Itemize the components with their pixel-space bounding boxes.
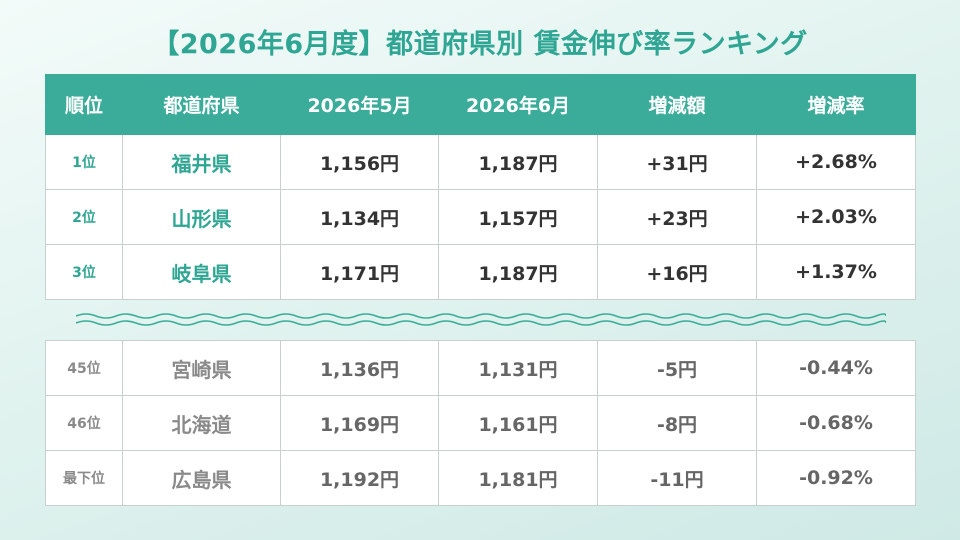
table-row: 3位 岐阜県 1,171円 1,187円 +16円 +1.37%	[45, 244, 916, 300]
diff-cell: +31円	[597, 134, 757, 190]
rate-cell: +1.37%	[756, 244, 916, 300]
ranking-table-bottom: 45位 宮崎県 1,136円 1,131円 -5円 -0.44% 46位 北海道…	[45, 340, 916, 506]
header-rank: 順位	[45, 74, 123, 135]
prefecture-cell: 北海道	[122, 395, 281, 451]
wave-separator-icon	[76, 313, 886, 326]
diff-cell: -5円	[597, 340, 757, 396]
june-wage-cell: 1,187円	[438, 134, 598, 190]
rank-cell: 46位	[45, 395, 123, 451]
diff-cell: +16円	[597, 244, 757, 300]
header-rate: 増減率	[756, 74, 916, 135]
ranking-table-top: 順位 都道府県 2026年5月 2026年6月 増減額 増減率 1位 福井県 1…	[45, 74, 916, 300]
prefecture-cell: 福井県	[122, 134, 281, 190]
prefecture-cell: 山形県	[122, 189, 281, 245]
rank-cell: 2位	[45, 189, 123, 245]
rank-cell: 3位	[45, 244, 123, 300]
rate-cell: -0.44%	[756, 340, 916, 396]
rate-cell: +2.68%	[756, 134, 916, 190]
rate-cell: -0.68%	[756, 395, 916, 451]
prefecture-cell: 岐阜県	[122, 244, 281, 300]
june-wage-cell: 1,161円	[438, 395, 598, 451]
may-wage-cell: 1,136円	[280, 340, 439, 396]
table-row: 46位 北海道 1,169円 1,161円 -8円 -0.68%	[45, 395, 916, 451]
rank-cell: 1位	[45, 134, 123, 190]
table-row: 最下位 広島県 1,192円 1,181円 -11円 -0.92%	[45, 450, 916, 506]
rank-cell: 45位	[45, 340, 123, 396]
header-june: 2026年6月	[438, 74, 598, 135]
table-header-row: 順位 都道府県 2026年5月 2026年6月 増減額 増減率	[45, 74, 916, 135]
page-title: 【2026年6月度】都道府県別 賃金伸び率ランキング	[152, 29, 808, 60]
rank-cell: 最下位	[45, 450, 123, 506]
may-wage-cell: 1,134円	[280, 189, 439, 245]
table-row: 1位 福井県 1,156円 1,187円 +31円 +2.68%	[45, 134, 916, 190]
rate-cell: +2.03%	[756, 189, 916, 245]
table-row: 2位 山形県 1,134円 1,157円 +23円 +2.03%	[45, 189, 916, 245]
diff-cell: +23円	[597, 189, 757, 245]
header-prefecture: 都道府県	[122, 74, 281, 135]
may-wage-cell: 1,156円	[280, 134, 439, 190]
june-wage-cell: 1,187円	[438, 244, 598, 300]
diff-cell: -11円	[597, 450, 757, 506]
diff-cell: -8円	[597, 395, 757, 451]
prefecture-cell: 宮崎県	[122, 340, 281, 396]
may-wage-cell: 1,169円	[280, 395, 439, 451]
header-diff: 増減額	[597, 74, 757, 135]
prefecture-cell: 広島県	[122, 450, 281, 506]
may-wage-cell: 1,171円	[280, 244, 439, 300]
header-may: 2026年5月	[280, 74, 439, 135]
june-wage-cell: 1,181円	[438, 450, 598, 506]
rate-cell: -0.92%	[756, 450, 916, 506]
table-row: 45位 宮崎県 1,136円 1,131円 -5円 -0.44%	[45, 340, 916, 396]
may-wage-cell: 1,192円	[280, 450, 439, 506]
june-wage-cell: 1,131円	[438, 340, 598, 396]
june-wage-cell: 1,157円	[438, 189, 598, 245]
